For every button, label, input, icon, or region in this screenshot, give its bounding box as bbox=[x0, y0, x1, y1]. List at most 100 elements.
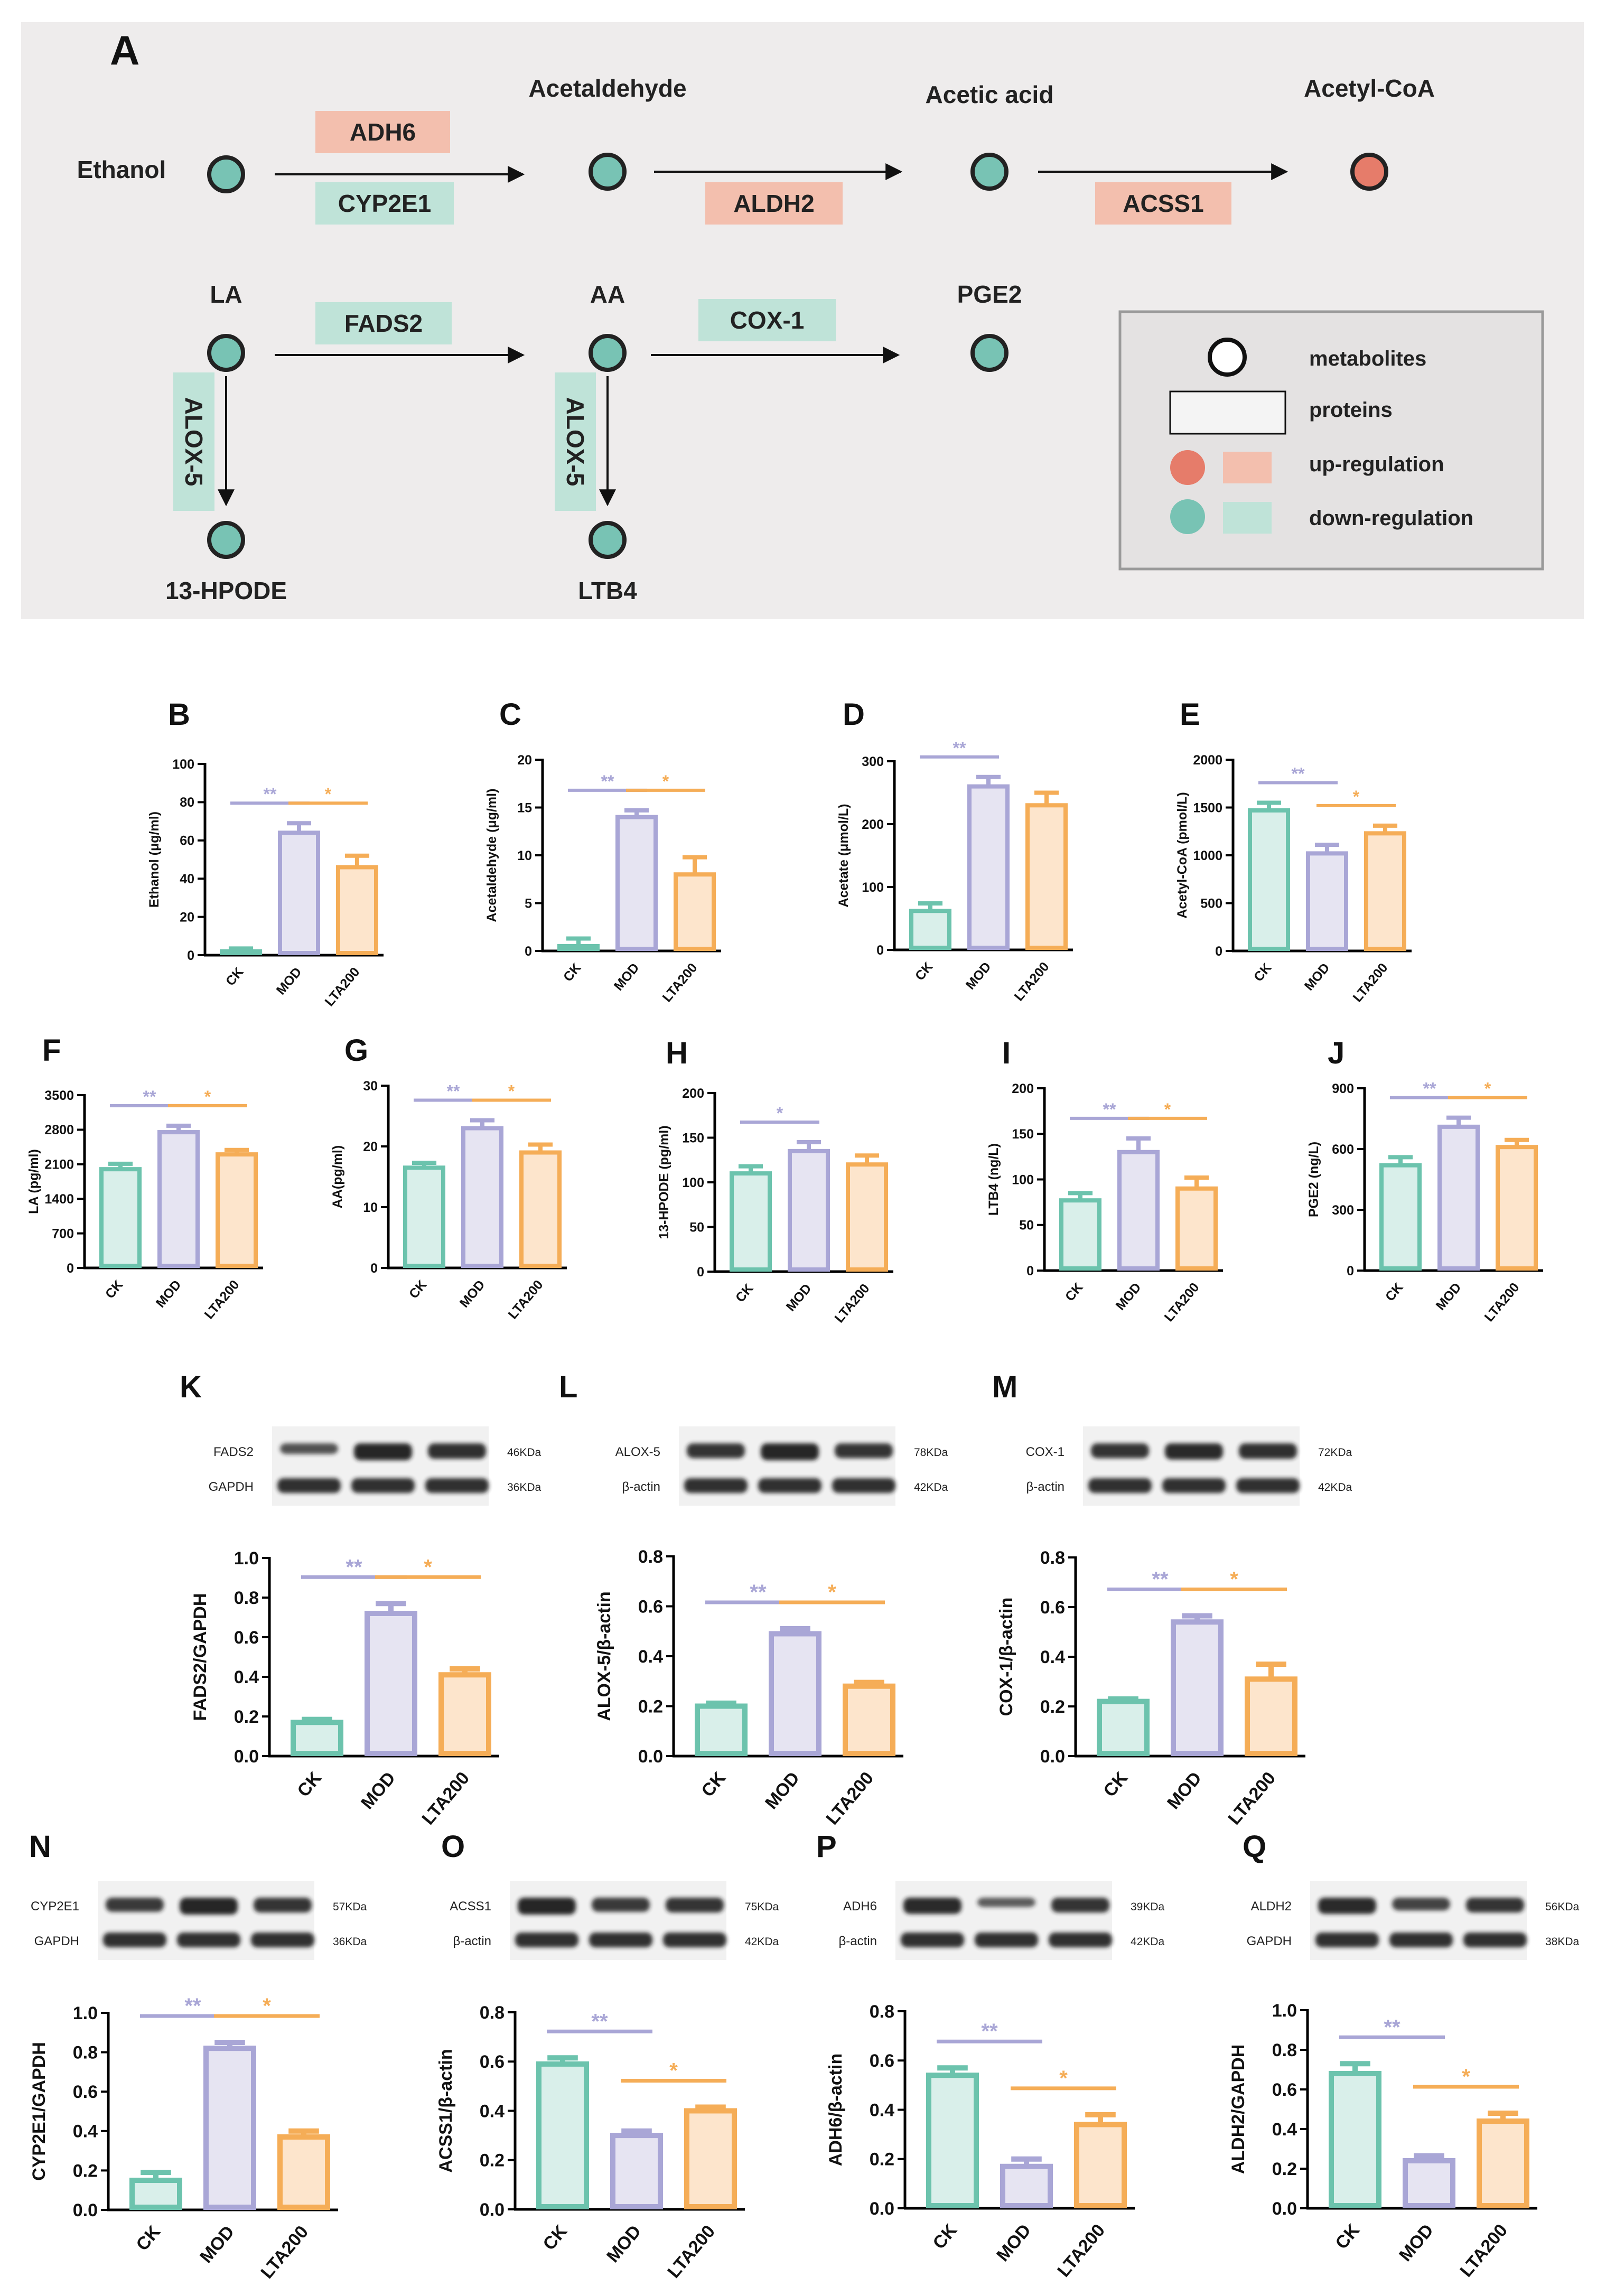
panel-letter-p: P bbox=[816, 1830, 837, 1864]
y-tick-label-q: 0.8 bbox=[1272, 2040, 1297, 2060]
y-tick-label-k: 0.0 bbox=[234, 1747, 259, 1767]
chart-h: H 0 50 100 150 200 13-HPODE (pg/ml) CK MOD LTA200… bbox=[657, 1036, 893, 1326]
y-tick-label-i: 200 bbox=[1012, 1081, 1034, 1096]
chart-o: O ACSS1 β-actin 75KDa 42KDa 0.0 0.2 0.4 0.6 0.8 AC… bbox=[436, 1830, 779, 2282]
x-tick-label-m-mod: MOD bbox=[1163, 1768, 1206, 1813]
y-tick-label-l: 0.8 bbox=[638, 1547, 663, 1567]
legend-up-circle bbox=[1170, 450, 1205, 485]
bar-c-ck bbox=[557, 944, 600, 951]
significance-mark-l: * bbox=[828, 1581, 836, 1604]
blot-band-top bbox=[687, 1443, 745, 1459]
blot-band-top bbox=[518, 1898, 576, 1915]
x-tick-label-h-ck: CK bbox=[733, 1281, 757, 1305]
y-axis-label-d: Acetate (μmol/L) bbox=[836, 804, 851, 908]
significance-mark-i: * bbox=[1164, 1100, 1171, 1119]
x-tick-label-i-lta200: LTA200 bbox=[1161, 1280, 1202, 1324]
metabolite-label-acetaldehyde: Acetaldehyde bbox=[528, 74, 686, 102]
y-tick-label-e: 0 bbox=[1215, 944, 1222, 959]
enzyme-box-alox-5 bbox=[555, 372, 596, 511]
y-tick-label-e: 1000 bbox=[1193, 848, 1222, 863]
y-tick-label-g: 30 bbox=[363, 1079, 378, 1094]
y-tick-label-l: 0.2 bbox=[638, 1696, 663, 1716]
y-tick-label-j: 0 bbox=[1347, 1264, 1354, 1278]
y-axis-label-k: FADS2/GAPDH bbox=[190, 1593, 210, 1721]
bar-b-lta200 bbox=[336, 865, 378, 955]
x-tick-label-d-mod: MOD bbox=[963, 959, 994, 993]
x-tick-label-k-mod: MOD bbox=[357, 1768, 399, 1813]
blot-bottom-protein-label: β-actin bbox=[1026, 1480, 1065, 1494]
blot-bottom-kda: 42KDa bbox=[745, 1936, 779, 1948]
significance-mark-b: ** bbox=[264, 785, 277, 804]
significance-mark-k: * bbox=[424, 1555, 432, 1579]
blot-membrane bbox=[895, 1881, 1112, 1960]
x-tick-label-g-lta200: LTA200 bbox=[505, 1277, 546, 1322]
panel-letter-h: H bbox=[666, 1036, 688, 1070]
y-tick-label-j: 900 bbox=[1332, 1081, 1354, 1096]
bar-n-mod bbox=[203, 2046, 256, 2210]
x-tick-label-i-ck: CK bbox=[1062, 1280, 1086, 1304]
bar-l-mod bbox=[769, 1631, 821, 1757]
x-tick-label-q-mod: MOD bbox=[1395, 2220, 1437, 2265]
metabolite-label-ethanol: Ethanol bbox=[77, 156, 166, 183]
y-tick-label-n: 0.4 bbox=[73, 2122, 98, 2142]
blot-top-kda: 72KDa bbox=[1318, 1446, 1352, 1459]
chart-b: B 0 20 40 60 80 100 Ethanol (μg/ml) CK MOD LTA200 *… bbox=[147, 697, 384, 1009]
metabolite-label-la: LA bbox=[210, 281, 242, 308]
blot-band-bottom bbox=[975, 1933, 1038, 1947]
bar-i-ck bbox=[1059, 1198, 1101, 1271]
x-tick-label-b-ck: CK bbox=[223, 965, 247, 989]
bar-m-ck bbox=[1097, 1698, 1150, 1757]
blot-band-bottom bbox=[1088, 1478, 1152, 1493]
y-axis-label-i: LTB4 (ng/L) bbox=[986, 1143, 1001, 1216]
enzyme-label-cox-1: COX-1 bbox=[730, 306, 805, 334]
blot-top-kda: 56KDa bbox=[1545, 1901, 1580, 1913]
y-tick-label-l: 0.6 bbox=[638, 1597, 663, 1617]
metabolite-node-la bbox=[207, 334, 245, 372]
panel-letter-j: J bbox=[1328, 1036, 1344, 1070]
panel-letter-c: C bbox=[499, 697, 521, 732]
y-tick-label-n: 1.0 bbox=[73, 2003, 98, 2023]
blot-bottom-protein-label: β-actin bbox=[839, 1934, 877, 1948]
bar-d-mod bbox=[967, 784, 1010, 950]
x-tick-label-k-lta200: LTA200 bbox=[418, 1768, 473, 1829]
y-tick-label-e: 500 bbox=[1200, 896, 1222, 911]
x-tick-label-h-mod: MOD bbox=[783, 1281, 815, 1314]
bar-e-ck bbox=[1248, 808, 1290, 951]
blot-band-bottom bbox=[684, 1478, 748, 1493]
y-axis-label-f: LA (pg/ml) bbox=[26, 1149, 41, 1214]
y-tick-label-h: 50 bbox=[689, 1220, 704, 1235]
significance-mark-n: ** bbox=[184, 1994, 201, 2018]
chart-p: P ADH6 β-actin 39KDa 42KDa 0.0 0.2 0.4 0.6 0.8 ADH… bbox=[816, 1830, 1165, 2281]
x-tick-label-e-lta200: LTA200 bbox=[1350, 960, 1390, 1005]
significance-mark-j: * bbox=[1484, 1079, 1491, 1098]
legend-proteins-label: proteins bbox=[1309, 398, 1393, 422]
metabolite-label-acetyl-coa: Acetyl-CoA bbox=[1304, 74, 1435, 102]
metabolite-label-acetic-acid: Acetic acid bbox=[926, 81, 1054, 108]
chart-c: C 0 5 10 15 20 Acetaldehyde (μg/ml) CK MOD LTA200… bbox=[484, 697, 721, 1005]
y-tick-label-m: 0.6 bbox=[1040, 1598, 1065, 1618]
bar-h-ck bbox=[730, 1171, 772, 1272]
significance-mark-d: ** bbox=[953, 739, 966, 758]
blot-band-bottom bbox=[425, 1478, 489, 1493]
enzyme-label-alox-5: ALOX-5 bbox=[180, 397, 208, 487]
y-tick-label-f: 700 bbox=[52, 1226, 74, 1241]
blot-band-top bbox=[1051, 1898, 1109, 1913]
x-tick-label-c-mod: MOD bbox=[611, 960, 642, 994]
y-tick-label-e: 1500 bbox=[1193, 800, 1222, 815]
y-tick-label-j: 300 bbox=[1332, 1203, 1354, 1218]
bar-l-lta200 bbox=[843, 1683, 895, 1756]
western-blot-n: CYP2E1 GAPDH 57KDa 36KDa bbox=[31, 1881, 367, 1960]
bar-g-lta200 bbox=[519, 1150, 562, 1268]
y-axis-label-e: Acetyl-CoA (pmol/L) bbox=[1175, 792, 1190, 918]
blot-band-top bbox=[666, 1898, 724, 1913]
significance-mark-j: ** bbox=[1423, 1079, 1436, 1098]
chart-m: M COX-1 β-actin 72KDa 42KDa 0.0 0.2 0.4 0.6 0.8 CO… bbox=[992, 1370, 1352, 1828]
blot-band-top bbox=[977, 1898, 1035, 1907]
blot-membrane bbox=[272, 1426, 489, 1506]
legend-down-box bbox=[1223, 502, 1272, 534]
blot-band-top bbox=[1091, 1443, 1149, 1459]
blot-band-top bbox=[1165, 1443, 1223, 1460]
x-tick-label-e-mod: MOD bbox=[1302, 960, 1333, 994]
y-tick-label-q: 0.6 bbox=[1272, 2080, 1297, 2100]
